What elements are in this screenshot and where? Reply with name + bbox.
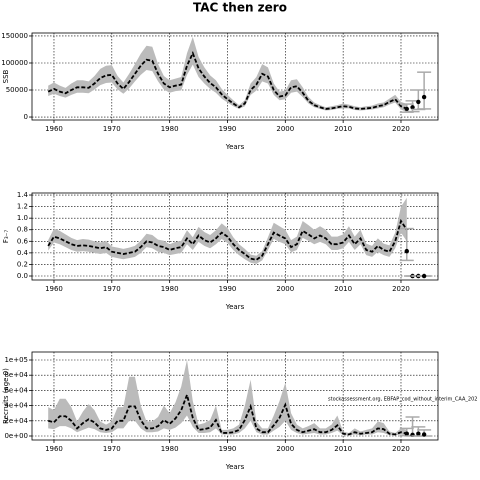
projection-point <box>404 431 409 436</box>
y-tick-label: 0.2 <box>17 260 28 268</box>
projection-point <box>421 432 427 437</box>
y-axis-label: F₃₋₇ <box>2 230 10 244</box>
x-tick-label: 2000 <box>276 445 294 453</box>
x-tick-label: 2000 <box>276 285 294 293</box>
x-tick-label: 1980 <box>161 285 179 293</box>
projection-point <box>421 273 427 279</box>
y-tick-label: 1e+05 <box>4 356 28 364</box>
y-tick-label: 2e+04 <box>4 417 28 425</box>
estimate-line <box>47 391 407 436</box>
confidence-band <box>48 37 407 113</box>
x-tick-label: 2020 <box>392 285 410 293</box>
x-tick-label: 1970 <box>103 125 121 133</box>
y-tick-label: 0.4 <box>17 249 29 257</box>
x-tick-label: 1970 <box>103 285 121 293</box>
y-tick-label: 6e+04 <box>4 386 28 394</box>
projection-point <box>410 105 415 110</box>
y-tick-label: 50000 <box>6 86 28 94</box>
x-tick-label: 1970 <box>103 445 121 453</box>
y-tick-label: 1.2 <box>17 203 28 211</box>
estimate-line <box>47 218 408 261</box>
estimate-line <box>47 50 408 110</box>
x-tick-label: 2020 <box>392 445 410 453</box>
projection-point <box>421 94 427 100</box>
projection-point <box>404 106 409 112</box>
x-axis-label: Years <box>225 143 245 151</box>
y-tick-label: 0.8 <box>17 226 28 234</box>
y-tick-label: 8e+04 <box>4 371 28 379</box>
plot-frame <box>31 192 439 281</box>
x-tick-label: 1990 <box>219 445 237 453</box>
y-tick-label: 4e+04 <box>4 402 28 410</box>
x-tick-label: 1960 <box>45 125 63 133</box>
x-axis-label: Years <box>225 303 245 311</box>
x-tick-label: 2010 <box>334 445 352 453</box>
x-tick-label: 1980 <box>161 125 179 133</box>
y-axis-label: SSB <box>2 69 10 83</box>
x-tick-label: 1990 <box>219 285 237 293</box>
plot-frame <box>31 32 439 121</box>
x-tick-label: 1960 <box>45 445 63 453</box>
y-tick-label: 1.0 <box>17 214 28 222</box>
y-tick-label: 100000 <box>1 59 28 67</box>
x-tick-label: 1990 <box>219 125 237 133</box>
chart-title: TAC then zero <box>193 1 287 15</box>
x-tick-label: 1980 <box>161 445 179 453</box>
x-tick-label: 2020 <box>392 125 410 133</box>
y-axis-label: Recruits (age 0) <box>2 368 10 424</box>
y-tick-label: 0.6 <box>17 237 29 245</box>
x-tick-label: 2010 <box>334 285 352 293</box>
y-tick-label: 1.4 <box>17 191 29 199</box>
confidence-band <box>48 359 407 436</box>
projection-point <box>404 248 409 254</box>
y-tick-label: 0.0 <box>17 272 28 280</box>
x-axis-label: Years <box>225 463 245 471</box>
annotation: stockassessment.org, EBFAP_cod_without_i… <box>328 397 477 403</box>
x-tick-label: 2000 <box>276 125 294 133</box>
projection-point <box>416 431 421 436</box>
confidence-band <box>48 197 407 264</box>
projection-point <box>416 99 421 105</box>
plot-frame <box>31 351 439 441</box>
x-tick-label: 1960 <box>45 285 63 293</box>
x-tick-label: 2010 <box>334 125 352 133</box>
y-tick-label: 0 <box>24 113 28 121</box>
y-tick-label: 0e+00 <box>4 432 28 440</box>
y-tick-label: 150000 <box>1 32 28 40</box>
